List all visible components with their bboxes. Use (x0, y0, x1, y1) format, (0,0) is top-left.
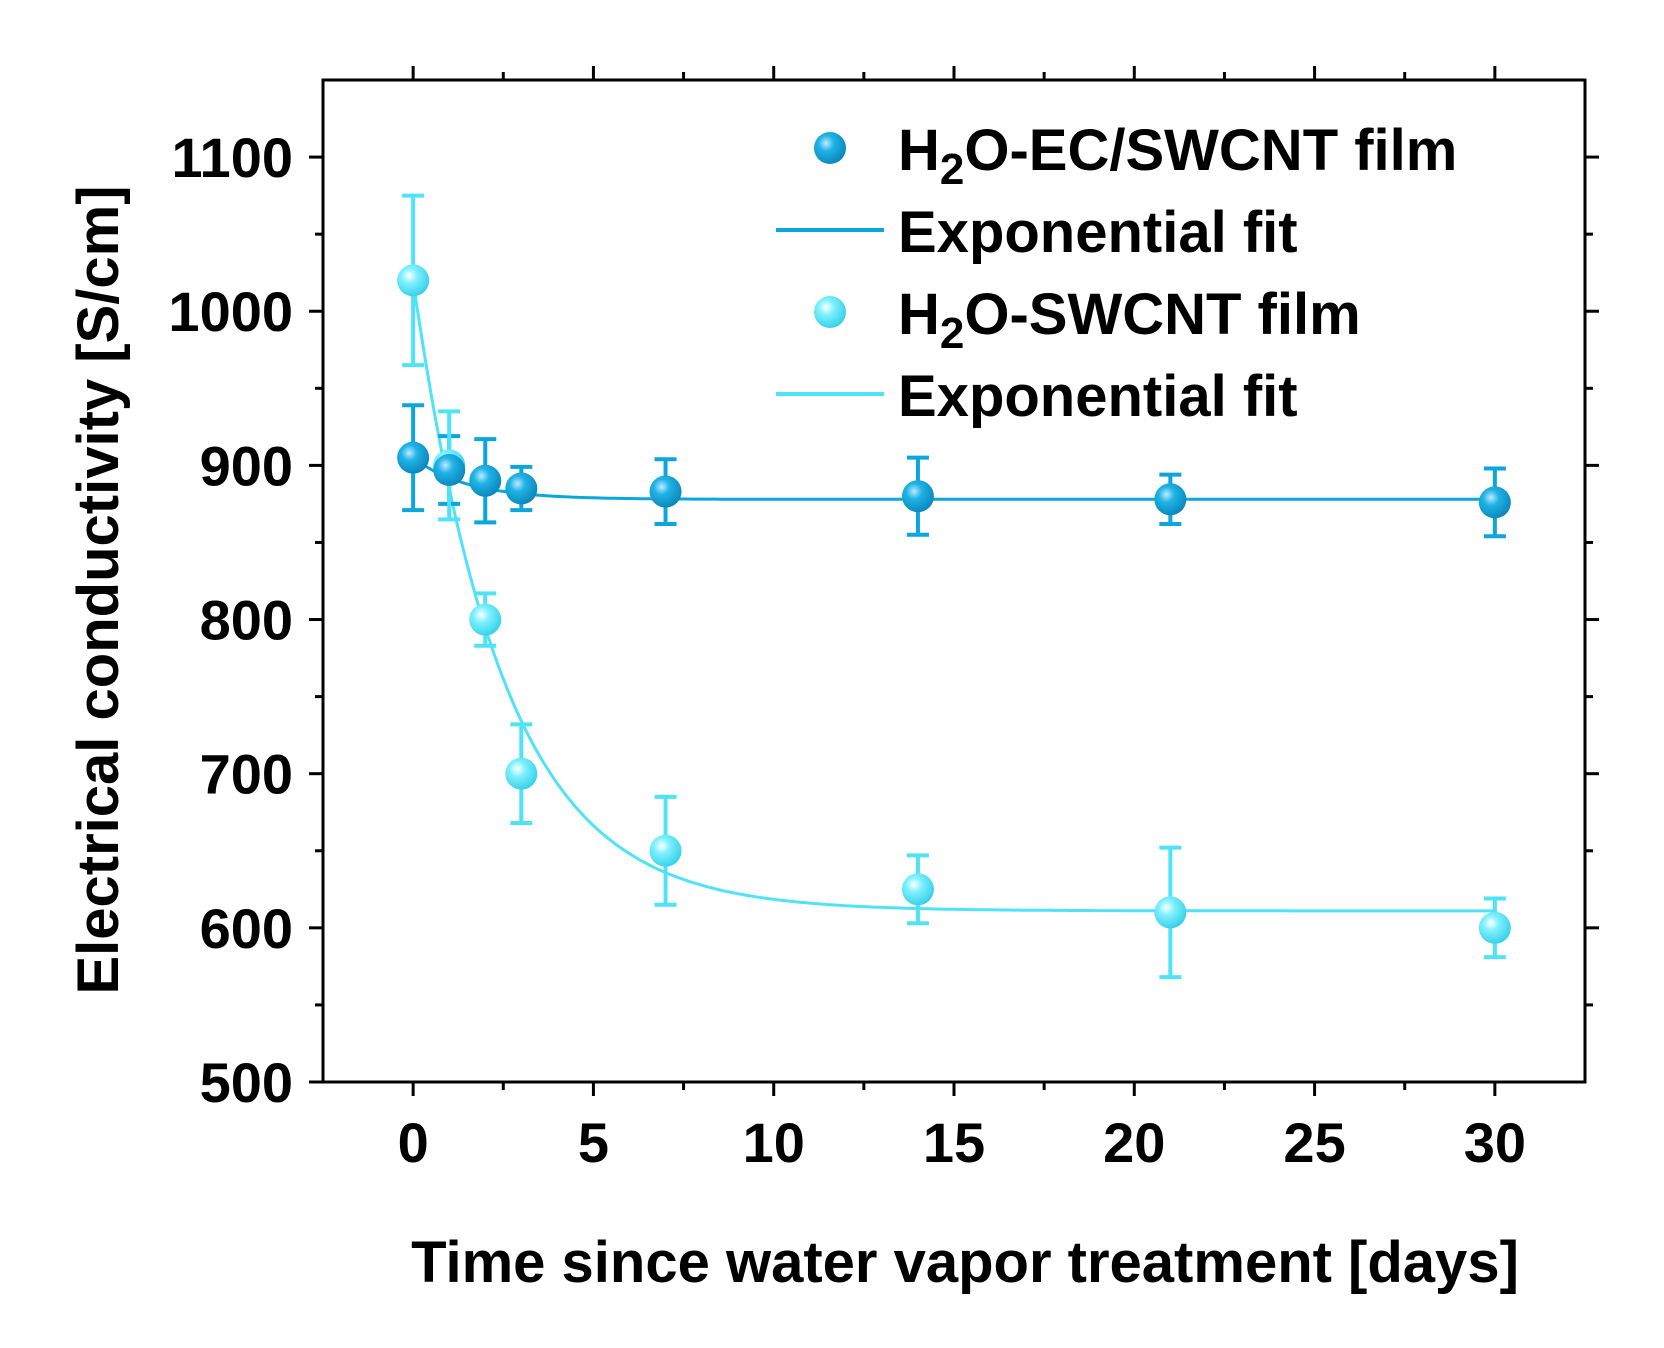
data-point (397, 441, 430, 474)
data-point (901, 873, 934, 906)
y-tick-label: 1100 (172, 126, 294, 189)
data-point (505, 757, 538, 790)
data-point (469, 464, 502, 497)
legend-label: H2O-SWCNT film (898, 282, 1361, 358)
legend-label: H2O-EC/SWCNT film (898, 118, 1457, 194)
y-tick-label: 900 (200, 434, 293, 497)
data-point (469, 603, 502, 636)
x-axis-title: Time since water vapor treatment [days] (411, 1230, 1519, 1295)
y-axis-title: Electrical conductivity [S/cm] (66, 185, 131, 994)
legend-label: Exponential fit (898, 200, 1298, 265)
data-point (433, 454, 466, 487)
data-point (649, 834, 682, 867)
y-tick-label: 800 (200, 589, 293, 652)
data-point (1478, 486, 1511, 519)
y-tick-label: 1000 (168, 280, 293, 343)
data-point (397, 264, 430, 297)
x-tick-label: 0 (398, 1111, 429, 1174)
data-point (1154, 483, 1187, 516)
fit-curve (411, 280, 1495, 913)
data-points (397, 264, 1511, 944)
x-tick-label: 30 (1464, 1111, 1526, 1174)
y-tick-label: 600 (200, 897, 293, 960)
x-tick-label: 10 (743, 1111, 805, 1174)
x-tick-label: 25 (1283, 1111, 1345, 1174)
x-tick-label: 15 (923, 1111, 985, 1174)
legend-marker (814, 296, 846, 328)
fit-curve (412, 456, 1495, 501)
data-point (1478, 911, 1511, 944)
legend-label: Exponential fit (898, 364, 1298, 429)
x-tick-label: 5 (578, 1111, 609, 1174)
data-point (505, 472, 538, 505)
x-tick-label: 20 (1103, 1111, 1165, 1174)
x-axis-ticks: 0 5 10 15 20 25 30 (398, 66, 1526, 1174)
y-axis-ticks: 500 600 700 800 900 1000 1100 (168, 126, 1599, 1114)
y-tick-label: 500 (200, 1051, 293, 1114)
data-point (901, 480, 934, 513)
legend-marker (814, 132, 846, 164)
data-point (1154, 896, 1187, 929)
y-tick-label: 700 (200, 743, 293, 806)
fit-lines (411, 280, 1495, 913)
data-point (649, 475, 682, 508)
